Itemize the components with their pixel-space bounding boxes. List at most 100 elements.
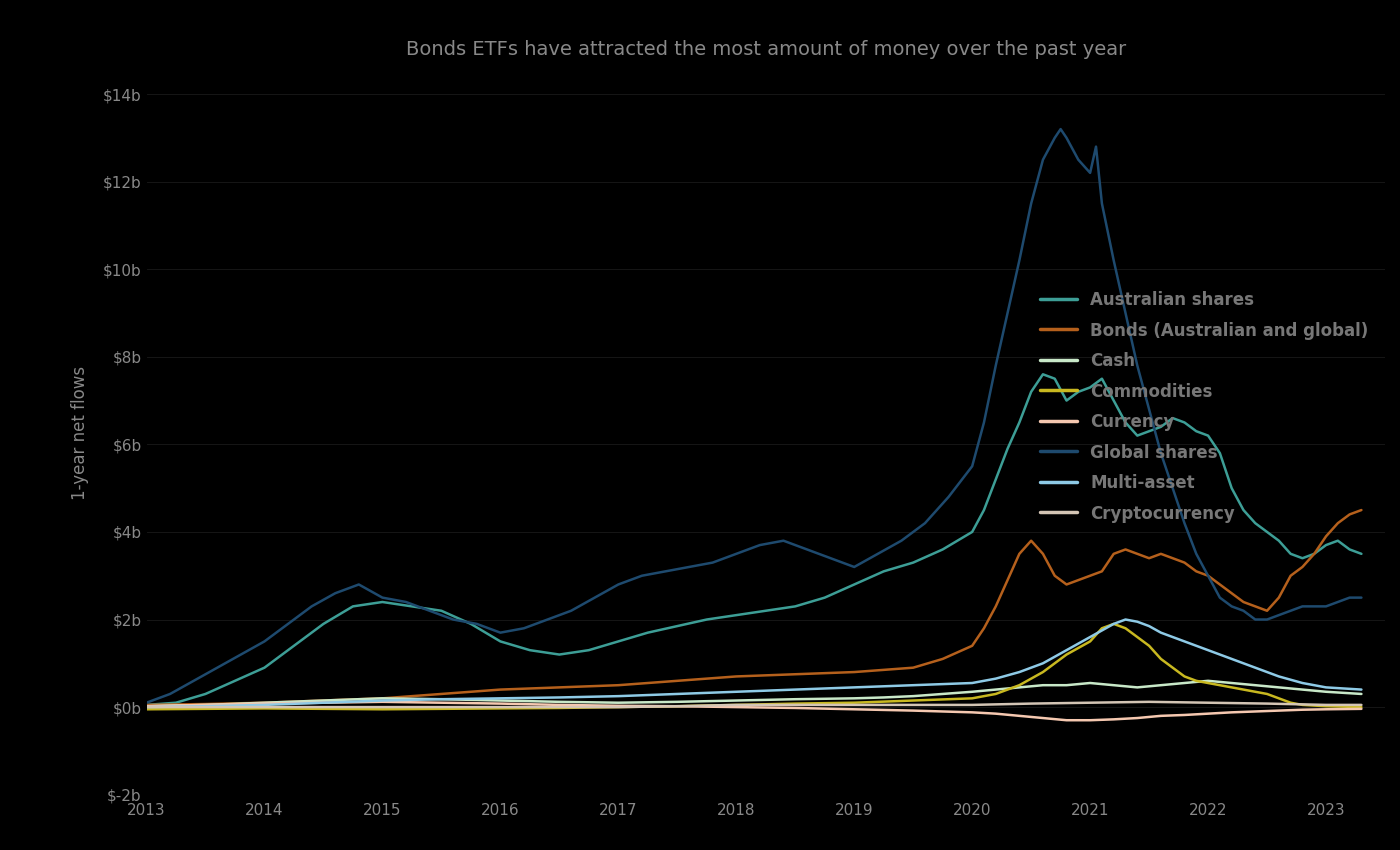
- Commodities: [1247, 687, 1264, 697]
- Line: Cash: Cash: [147, 681, 1361, 706]
- Bonds (Australian and global): [787, 669, 804, 679]
- Commodities: [1317, 701, 1334, 711]
- Currency: [1106, 714, 1123, 724]
- Commodities: [1152, 654, 1169, 664]
- Multi-asset: [552, 693, 568, 703]
- Bonds (Australian and global): [987, 601, 1004, 611]
- Multi-asset: [139, 702, 155, 712]
- Cash: [139, 701, 155, 711]
- Commodities: [610, 702, 627, 712]
- Commodities: [1259, 688, 1275, 699]
- Commodities: [1294, 700, 1310, 710]
- Cash: [1011, 683, 1028, 693]
- Currency: [1270, 706, 1287, 716]
- Multi-asset: [846, 683, 862, 693]
- Bonds (Australian and global): [552, 683, 568, 693]
- Currency: [728, 702, 745, 712]
- Multi-asset: [256, 700, 273, 710]
- Bonds (Australian and global): [1211, 580, 1228, 590]
- Bonds (Australian and global): [1247, 601, 1264, 611]
- Cash: [875, 693, 892, 703]
- Cash: [846, 694, 862, 704]
- Bonds (Australian and global): [1341, 509, 1358, 519]
- Commodities: [197, 704, 214, 714]
- Currency: [787, 703, 804, 713]
- Commodities: [552, 703, 568, 713]
- Cash: [1058, 680, 1075, 690]
- Currency: [1176, 710, 1193, 720]
- Line: Currency: Currency: [147, 702, 1361, 720]
- Cash: [904, 691, 921, 701]
- Bonds (Australian and global): [197, 699, 214, 709]
- Cash: [1128, 683, 1145, 693]
- Bonds (Australian and global): [1235, 597, 1252, 607]
- Multi-asset: [1035, 658, 1051, 668]
- Line: Bonds (Australian and global): Bonds (Australian and global): [147, 510, 1361, 705]
- Cash: [987, 684, 1004, 694]
- Bonds (Australian and global): [728, 672, 745, 682]
- Bonds (Australian and global): [1270, 592, 1287, 603]
- Australian shares: [1082, 382, 1099, 393]
- Multi-asset: [1176, 637, 1193, 647]
- Bonds (Australian and global): [1187, 566, 1204, 576]
- Bonds (Australian and global): [904, 663, 921, 673]
- Commodities: [1141, 641, 1158, 651]
- Multi-asset: [987, 673, 1004, 683]
- Bonds (Australian and global): [846, 667, 862, 677]
- Cryptocurrency: [1141, 697, 1158, 707]
- Commodities: [1224, 683, 1240, 693]
- Australian shares: [610, 637, 627, 647]
- Currency: [139, 701, 155, 711]
- Currency: [1352, 704, 1369, 714]
- Multi-asset: [610, 691, 627, 701]
- Cash: [1082, 678, 1099, 689]
- Bonds (Australian and global): [1259, 606, 1275, 616]
- Title: Bonds ETFs have attracted the most amount of money over the past year: Bonds ETFs have attracted the most amoun…: [406, 41, 1126, 60]
- Cryptocurrency: [787, 700, 804, 710]
- Multi-asset: [1152, 627, 1169, 638]
- Commodities: [374, 704, 391, 714]
- Global shares: [185, 676, 202, 686]
- Commodities: [1011, 680, 1028, 690]
- Commodities: [669, 701, 686, 711]
- Australian shares: [139, 700, 155, 710]
- Multi-asset: [1200, 645, 1217, 655]
- Currency: [256, 699, 273, 709]
- Cash: [433, 694, 449, 705]
- Global shares: [941, 492, 958, 502]
- Cash: [610, 698, 627, 708]
- Commodities: [963, 694, 980, 704]
- Cash: [728, 695, 745, 706]
- Cryptocurrency: [491, 702, 508, 712]
- Bonds (Australian and global): [669, 676, 686, 686]
- Commodities: [1352, 702, 1369, 712]
- Commodities: [1200, 678, 1217, 689]
- Bonds (Australian and global): [875, 665, 892, 675]
- Cryptocurrency: [1259, 699, 1275, 709]
- Commodities: [1058, 649, 1075, 660]
- Multi-asset: [1141, 621, 1158, 632]
- Multi-asset: [491, 694, 508, 704]
- Bonds (Australian and global): [491, 684, 508, 694]
- Bonds (Australian and global): [1035, 549, 1051, 559]
- Cryptocurrency: [610, 702, 627, 712]
- Legend: Australian shares, Bonds (Australian and global), Cash, Commodities, Currency, G: Australian shares, Bonds (Australian and…: [1032, 283, 1376, 531]
- Multi-asset: [1106, 619, 1123, 629]
- Commodities: [1106, 619, 1123, 629]
- Bonds (Australian and global): [1317, 531, 1334, 541]
- Cash: [1152, 680, 1169, 690]
- Bonds (Australian and global): [433, 688, 449, 699]
- Currency: [491, 699, 508, 709]
- Cash: [1176, 678, 1193, 689]
- Bonds (Australian and global): [1330, 518, 1347, 529]
- Cash: [963, 687, 980, 697]
- Bonds (Australian and global): [256, 698, 273, 708]
- Bonds (Australian and global): [1082, 570, 1099, 581]
- Australian shares: [286, 641, 302, 651]
- Global shares: [1046, 133, 1063, 143]
- Cash: [1317, 687, 1334, 697]
- Cryptocurrency: [904, 700, 921, 710]
- Bonds (Australian and global): [139, 700, 155, 710]
- Multi-asset: [728, 687, 745, 697]
- Bonds (Australian and global): [1011, 549, 1028, 559]
